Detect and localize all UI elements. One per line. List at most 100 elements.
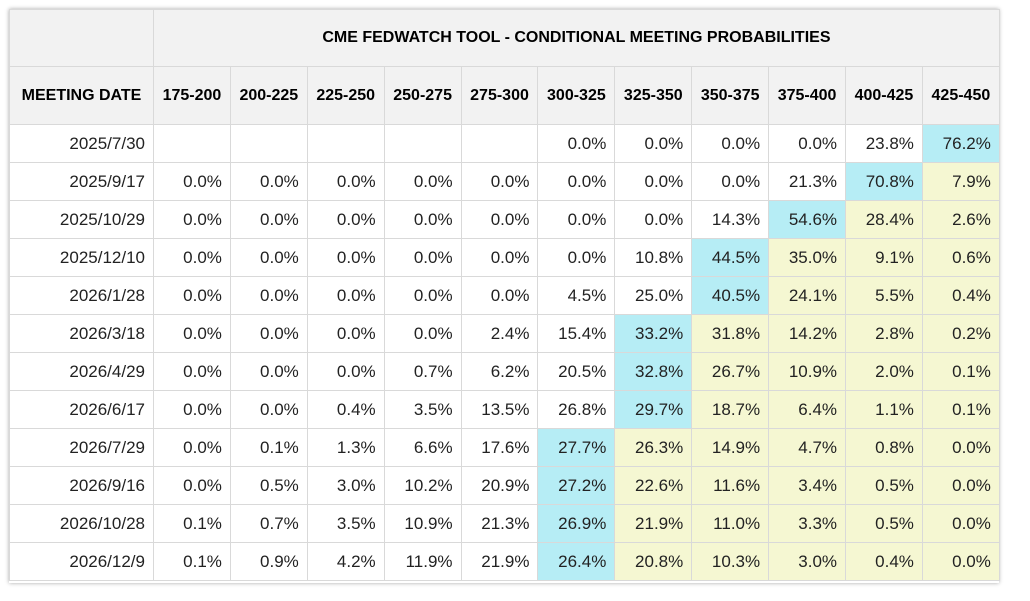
table-row: 2026/9/16 0.0% 0.5% 3.0% 10.2% 20.9% 27.2% 22.6… — [9, 466, 1000, 505]
table-row: 2026/6/17 0.0% 0.0% 0.4% 3.5% 13.5% 26.8% 29.7%… — [9, 390, 1000, 429]
probability-cell: 23.8% — [845, 124, 923, 163]
rate-range-header: 325-350 — [614, 66, 693, 125]
probability-cell: 0.0% — [306, 314, 385, 353]
probability-cell: 26.8% — [537, 390, 616, 429]
probability-cell: 10.8% — [614, 238, 693, 277]
probability-cell: 0.4% — [921, 276, 1000, 315]
probability-cell: 13.5% — [460, 390, 539, 429]
rate-range-header: 250-275 — [383, 66, 462, 125]
probability-cell: 0.0% — [691, 124, 770, 163]
probability-cell: 0.0% — [921, 428, 1000, 467]
probability-cell: 3.3% — [768, 504, 847, 543]
meeting-date-cell: 2026/9/16 — [9, 466, 154, 505]
table-title: CME FEDWATCH TOOL - CONDITIONAL MEETING … — [153, 9, 1000, 67]
probability-cell: 0.0% — [614, 200, 693, 239]
title-row: CME FEDWATCH TOOL - CONDITIONAL MEETING … — [9, 9, 1000, 67]
meeting-date-cell: 2026/10/28 — [9, 504, 154, 543]
probability-cell: 0.0% — [383, 238, 462, 277]
probability-cell: 40.5% — [691, 276, 770, 315]
table-row: 2026/12/9 0.1% 0.9% 4.2% 11.9% 21.9% 26.4% 20.8… — [9, 542, 1000, 581]
probability-cell: 0.0% — [691, 162, 770, 201]
probability-cell: 6.4% — [768, 390, 847, 429]
probability-cell: 0.0% — [306, 352, 385, 391]
probability-cell: 20.8% — [614, 542, 693, 581]
rate-range-header: 225-250 — [306, 66, 385, 125]
probability-cell — [306, 124, 385, 163]
probability-cell: 0.0% — [153, 238, 231, 277]
probability-cell: 0.6% — [921, 238, 1000, 277]
meeting-date-cell: 2026/12/9 — [9, 542, 154, 581]
probability-cell: 10.2% — [383, 466, 462, 505]
probability-cell: 21.9% — [614, 504, 693, 543]
probability-cell: 0.0% — [921, 542, 1000, 581]
probability-cell: 76.2% — [921, 124, 1000, 163]
column-header-row: MEETING DATE 175-200 200-225 225-250 250-27… — [9, 66, 1000, 125]
probability-cell: 3.5% — [383, 390, 462, 429]
meeting-date-cell: 2026/7/29 — [9, 428, 154, 467]
probability-cell: 2.0% — [845, 352, 923, 391]
probability-cell: 0.0% — [383, 276, 462, 315]
probability-cell: 0.0% — [460, 162, 539, 201]
probability-cell: 0.0% — [614, 162, 693, 201]
probability-cell: 3.0% — [306, 466, 385, 505]
probability-cell: 0.0% — [153, 162, 231, 201]
probability-cell: 14.2% — [768, 314, 847, 353]
meeting-date-cell: 2026/1/28 — [9, 276, 154, 315]
meeting-date-cell: 2026/4/29 — [9, 352, 154, 391]
probability-cell: 0.0% — [306, 200, 385, 239]
meeting-date-cell: 2025/12/10 — [9, 238, 154, 277]
probability-cell: 22.6% — [614, 466, 693, 505]
table-row: 2025/9/17 0.0% 0.0% 0.0% 0.0% 0.0% 0.0% 0.0% 0.0… — [9, 162, 1000, 201]
probability-cell: 0.4% — [845, 542, 923, 581]
probability-cell: 0.0% — [229, 352, 308, 391]
probability-cell: 11.0% — [691, 504, 770, 543]
meeting-date-header: MEETING DATE — [9, 66, 154, 125]
probability-cell: 0.0% — [614, 124, 693, 163]
rate-range-header: 400-425 — [845, 66, 923, 125]
probability-cell: 33.2% — [614, 314, 693, 353]
probability-cell: 44.5% — [691, 238, 770, 277]
rate-range-header: 275-300 — [460, 66, 539, 125]
rate-range-header: 375-400 — [768, 66, 847, 125]
probability-cell: 0.0% — [229, 162, 308, 201]
probability-cell: 18.7% — [691, 390, 770, 429]
probability-cell: 27.7% — [537, 428, 616, 467]
probability-cell: 14.9% — [691, 428, 770, 467]
meeting-date-cell: 2025/7/30 — [9, 124, 154, 163]
probability-cell: 4.7% — [768, 428, 847, 467]
probability-cell — [153, 124, 231, 163]
table-row: 2025/7/30 0.0% 0.0% 0.0% 0.0% 23.8% 76.2% — [9, 124, 1000, 163]
probability-cell: 1.1% — [845, 390, 923, 429]
meeting-date-cell: 2026/3/18 — [9, 314, 154, 353]
probability-cell: 32.8% — [614, 352, 693, 391]
probability-cell: 2.4% — [460, 314, 539, 353]
probability-cell: 11.9% — [383, 542, 462, 581]
table-row: 2025/10/29 0.0% 0.0% 0.0% 0.0% 0.0% 0.0% 0.0% 14… — [9, 200, 1000, 239]
corner-cell — [9, 9, 154, 67]
probability-cell — [229, 124, 308, 163]
probability-cell: 0.0% — [921, 504, 1000, 543]
probability-cell: 2.8% — [845, 314, 923, 353]
rate-range-header: 200-225 — [229, 66, 308, 125]
probability-cell: 0.0% — [383, 200, 462, 239]
table-body: 2025/7/30 0.0% 0.0% 0.0% 0.0% 23.8% 76.2% 2025/… — [9, 124, 1000, 581]
rate-range-header: 425-450 — [921, 66, 1000, 125]
probability-cell: 0.0% — [383, 314, 462, 353]
probability-cell: 0.0% — [153, 314, 231, 353]
probability-cell: 0.0% — [306, 276, 385, 315]
probability-cell — [383, 124, 462, 163]
probability-cell: 0.5% — [229, 466, 308, 505]
table-row: 2025/12/10 0.0% 0.0% 0.0% 0.0% 0.0% 0.0% 10.8% 4… — [9, 238, 1000, 277]
probabilities-table-panel: CME FEDWATCH TOOL - CONDITIONAL MEETING … — [9, 9, 1000, 583]
probability-cell: 4.2% — [306, 542, 385, 581]
probability-cell: 70.8% — [845, 162, 923, 201]
probability-cell: 4.5% — [537, 276, 616, 315]
probability-cell: 26.3% — [614, 428, 693, 467]
probability-cell: 0.0% — [229, 314, 308, 353]
meeting-date-cell: 2025/9/17 — [9, 162, 154, 201]
probability-cell: 0.0% — [306, 162, 385, 201]
probability-cell: 21.9% — [460, 542, 539, 581]
probability-cell: 0.0% — [537, 200, 616, 239]
probability-cell: 0.0% — [306, 238, 385, 277]
probability-cell: 27.2% — [537, 466, 616, 505]
